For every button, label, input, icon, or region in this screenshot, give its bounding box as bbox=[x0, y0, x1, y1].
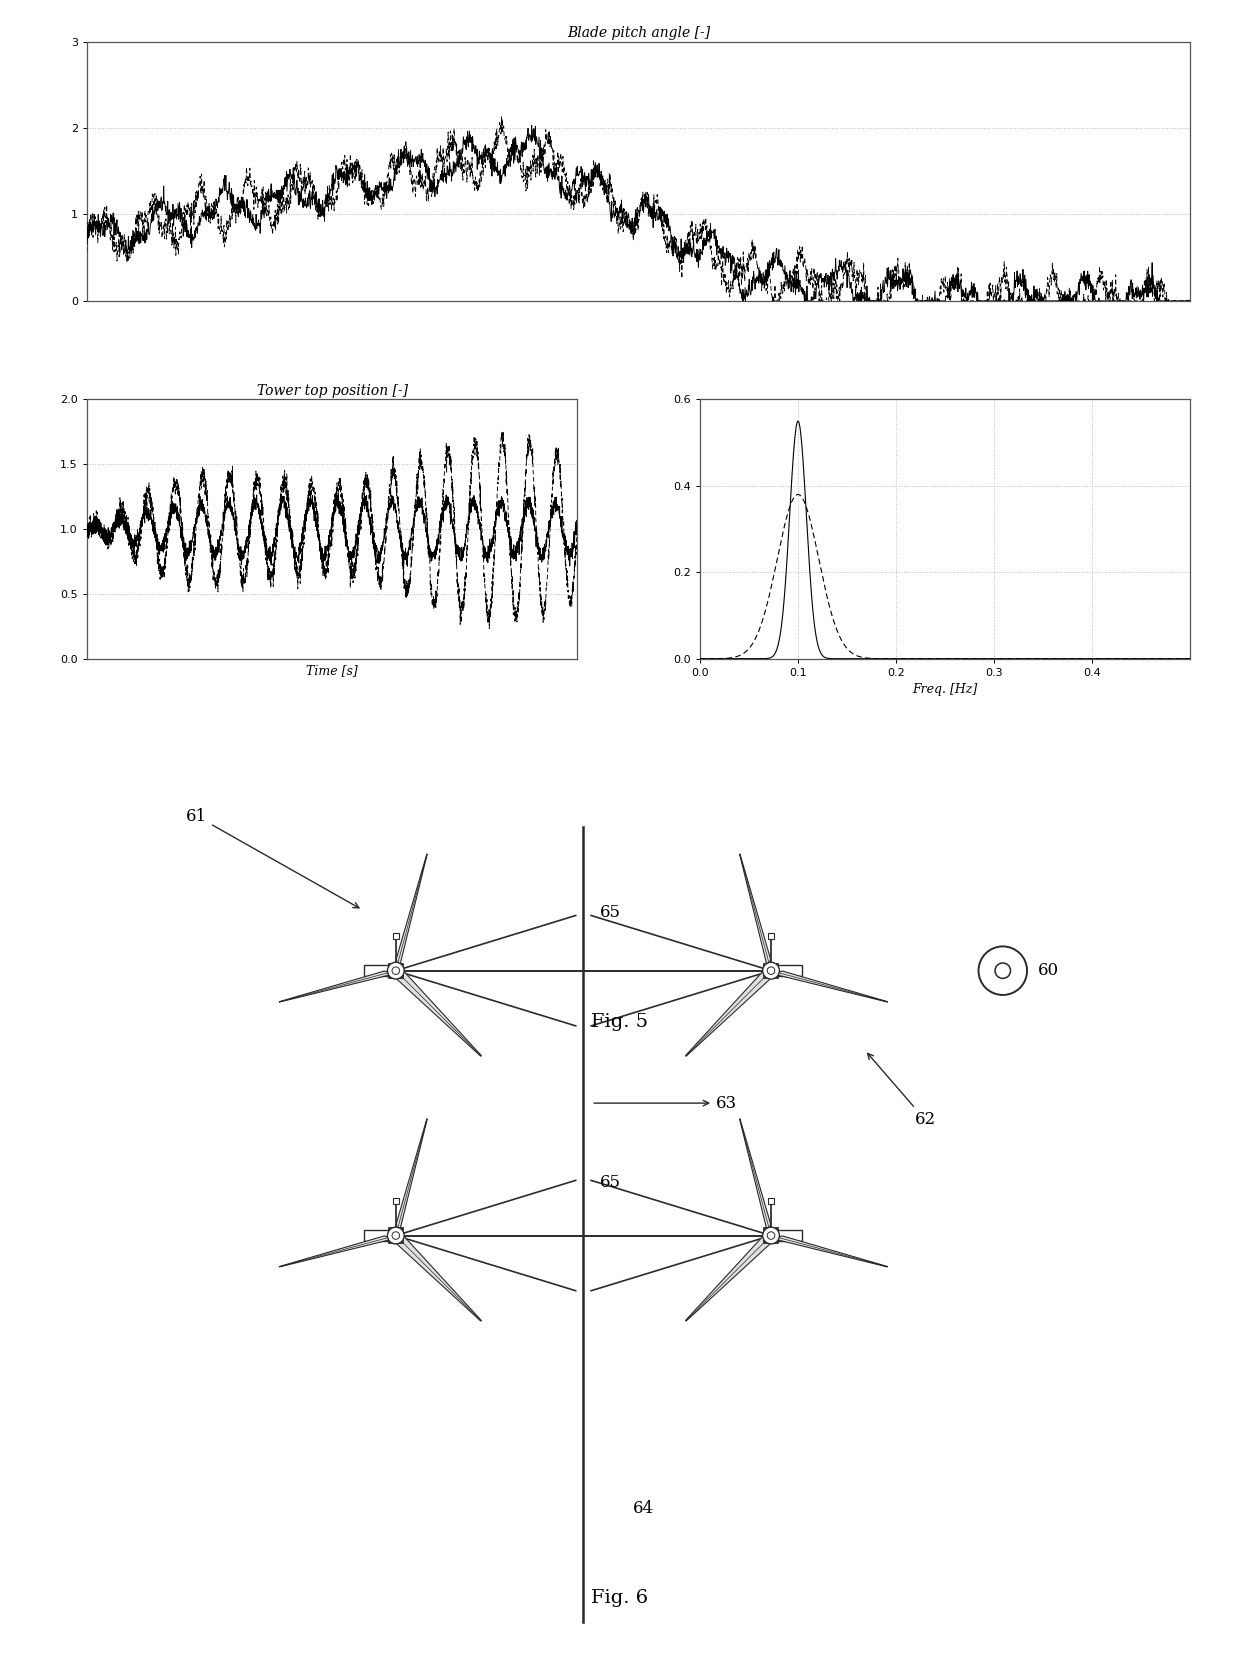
Text: 64: 64 bbox=[634, 1500, 655, 1518]
Polygon shape bbox=[740, 1118, 770, 1234]
Text: 63: 63 bbox=[594, 1095, 737, 1111]
Circle shape bbox=[763, 962, 780, 978]
Bar bbox=[764, 1229, 779, 1242]
Polygon shape bbox=[397, 854, 427, 970]
Text: 65: 65 bbox=[600, 1174, 621, 1191]
Text: Fig. 6: Fig. 6 bbox=[591, 1590, 649, 1606]
Text: 60: 60 bbox=[1038, 962, 1059, 980]
Bar bbox=[388, 1229, 403, 1242]
Title: Tower top position [-]: Tower top position [-] bbox=[257, 384, 408, 399]
Polygon shape bbox=[740, 854, 770, 970]
Text: 61: 61 bbox=[186, 807, 358, 909]
Polygon shape bbox=[773, 1236, 888, 1267]
Polygon shape bbox=[279, 1236, 394, 1267]
Circle shape bbox=[392, 1232, 399, 1239]
Polygon shape bbox=[686, 1236, 770, 1320]
Circle shape bbox=[387, 962, 404, 978]
Bar bbox=[393, 933, 399, 938]
Text: 65: 65 bbox=[600, 904, 621, 920]
Polygon shape bbox=[397, 972, 481, 1056]
X-axis label: Freq. [Hz]: Freq. [Hz] bbox=[913, 683, 978, 696]
X-axis label: Time [s]: Time [s] bbox=[306, 664, 358, 678]
Circle shape bbox=[994, 963, 1011, 978]
Circle shape bbox=[387, 1227, 404, 1244]
Text: Fig. 5: Fig. 5 bbox=[591, 1013, 649, 1030]
Polygon shape bbox=[686, 972, 770, 1056]
Circle shape bbox=[768, 967, 775, 975]
Circle shape bbox=[768, 1232, 775, 1239]
Polygon shape bbox=[773, 972, 888, 1002]
Circle shape bbox=[392, 967, 399, 975]
Bar bbox=[365, 1231, 396, 1241]
Polygon shape bbox=[279, 972, 394, 1002]
Polygon shape bbox=[397, 1118, 427, 1234]
Title: Blade pitch angle [-]: Blade pitch angle [-] bbox=[567, 27, 711, 40]
Polygon shape bbox=[397, 1236, 481, 1320]
Bar bbox=[393, 1198, 399, 1204]
Circle shape bbox=[978, 947, 1027, 995]
Bar bbox=[768, 1198, 774, 1204]
Bar bbox=[768, 933, 774, 938]
Bar bbox=[771, 1231, 802, 1241]
Bar bbox=[771, 965, 802, 977]
Circle shape bbox=[763, 1227, 780, 1244]
Bar bbox=[764, 963, 779, 978]
Bar bbox=[388, 963, 403, 978]
Text: 62: 62 bbox=[868, 1053, 936, 1128]
Bar bbox=[365, 965, 396, 977]
